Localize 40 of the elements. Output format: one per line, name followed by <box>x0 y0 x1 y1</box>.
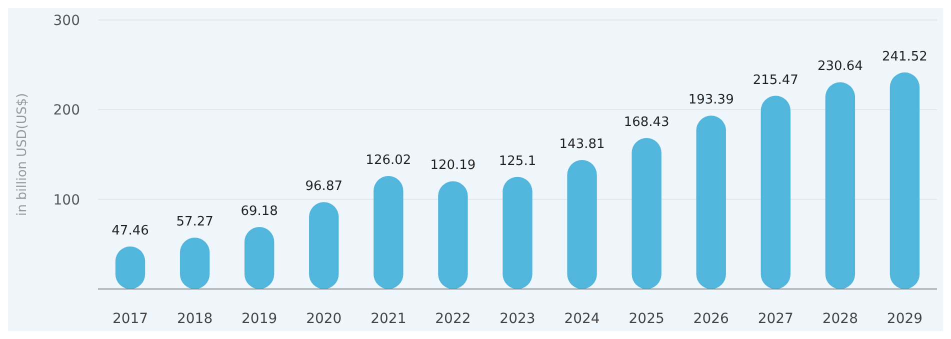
x-tick-label: 2020 <box>306 311 342 327</box>
data-label: 47.46 <box>112 223 149 238</box>
x-tick-label: 2027 <box>758 311 794 327</box>
x-tick-label: 2026 <box>693 311 730 327</box>
x-tick-label: 2029 <box>886 311 923 327</box>
data-label: 96.87 <box>305 179 342 194</box>
bar <box>309 202 339 289</box>
x-tick-label: 2022 <box>435 311 471 327</box>
bar <box>890 72 920 289</box>
x-tick-label: 2024 <box>564 311 600 327</box>
data-label: 230.64 <box>817 59 863 74</box>
data-label: 69.18 <box>240 204 278 219</box>
x-tick-label: 2019 <box>242 311 278 327</box>
x-tick-label: 2028 <box>822 311 858 327</box>
y-tick-label: 300 <box>53 13 80 29</box>
x-tick-label: 2025 <box>628 311 664 327</box>
data-label: 215.47 <box>752 72 798 88</box>
bar <box>502 176 532 289</box>
y-tick-label: 200 <box>53 102 80 119</box>
bar <box>760 96 790 289</box>
data-label: 241.52 <box>882 49 928 64</box>
data-label: 125.1 <box>498 154 536 169</box>
x-tick-label: 2017 <box>112 311 148 327</box>
data-label: 57.27 <box>176 214 214 230</box>
data-label: 143.81 <box>559 137 605 152</box>
bar <box>374 176 404 289</box>
y-tick-label: 100 <box>53 192 80 208</box>
x-tick-label: 2018 <box>176 311 213 327</box>
bar <box>825 82 856 289</box>
x-tick-label: 2023 <box>500 311 536 327</box>
data-label: 193.39 <box>688 92 734 108</box>
data-label: 120.19 <box>430 158 476 174</box>
bar <box>632 138 662 289</box>
x-tick-label: 2021 <box>370 311 406 327</box>
data-label: 126.02 <box>366 153 412 168</box>
y-axis-title: in billion USD(US$) <box>15 93 30 216</box>
data-label: 168.43 <box>624 114 670 130</box>
bar <box>567 160 597 289</box>
bar <box>696 116 726 289</box>
bar <box>438 181 468 289</box>
